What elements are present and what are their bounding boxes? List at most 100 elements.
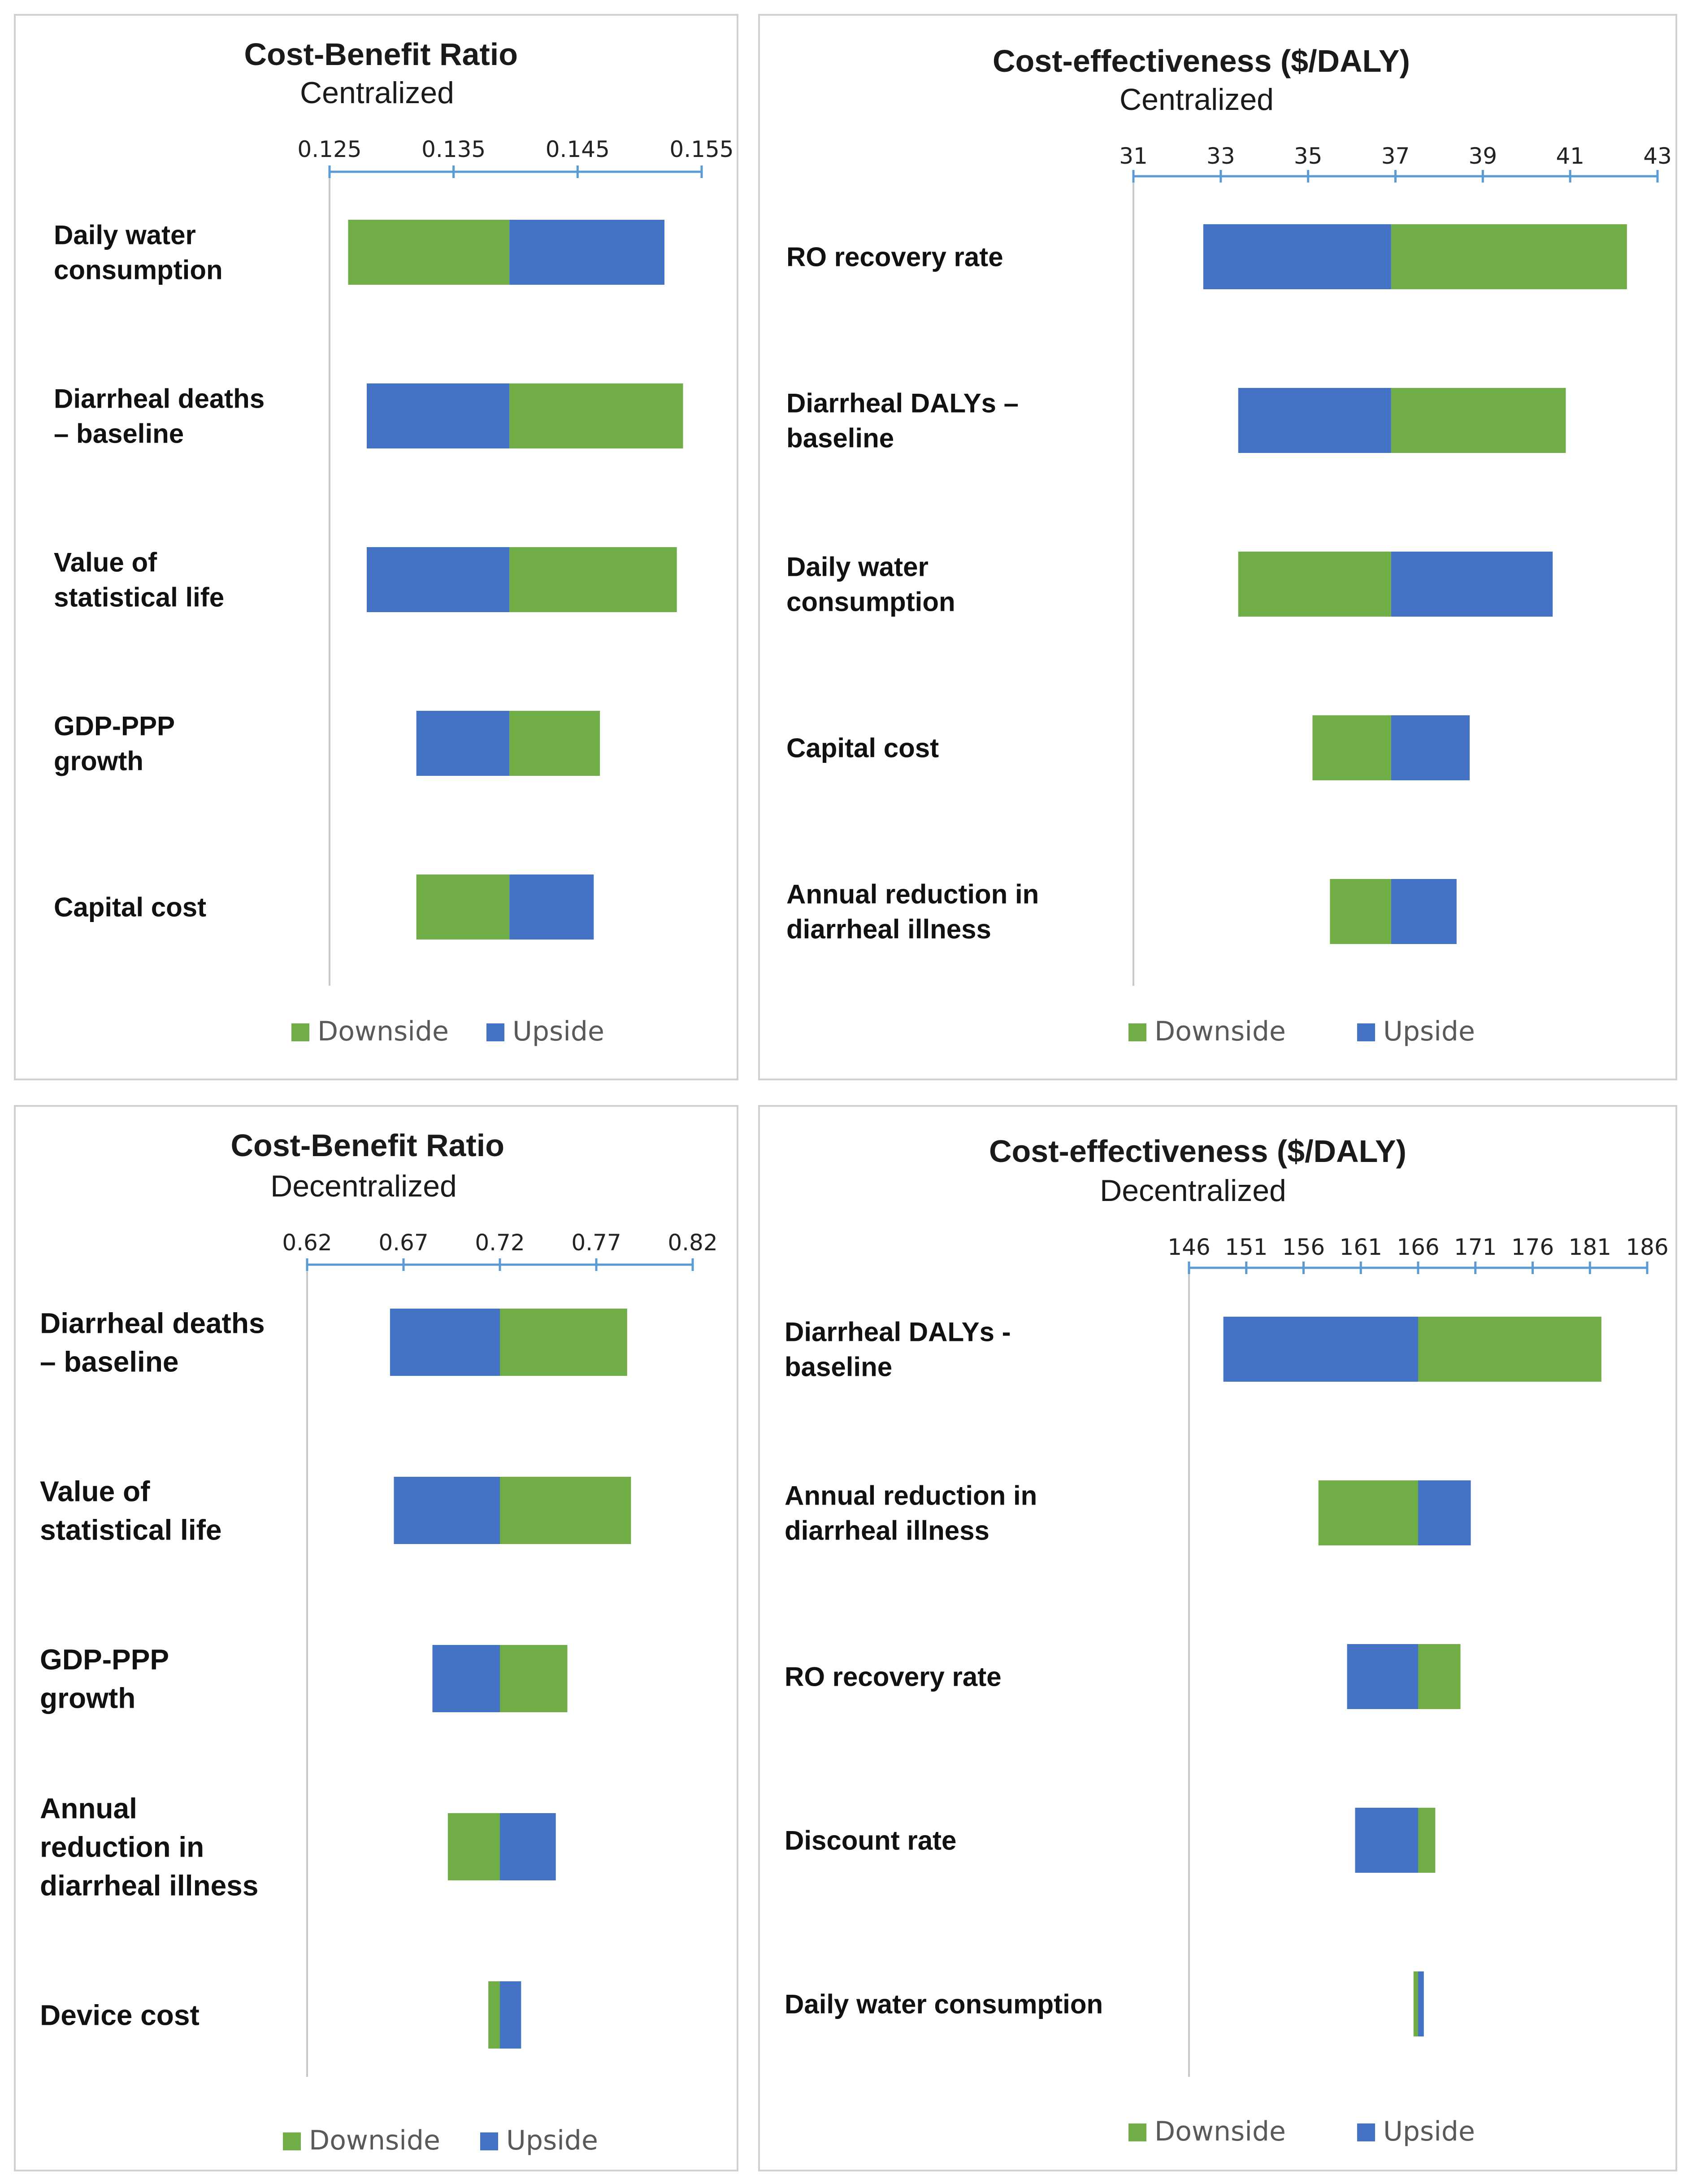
category-label-line: Annual reduction in bbox=[786, 879, 1039, 909]
x-tick-label: 0.72 bbox=[475, 1230, 525, 1256]
category-label-annual-reduction-in-diarrheal-illness: Annual reduction in diarrheal illness bbox=[786, 879, 1039, 944]
legend-label-upside: Upside bbox=[506, 2125, 598, 2156]
category-label-line: GDP-PPP bbox=[54, 711, 175, 741]
category-label-line: consumption bbox=[54, 255, 223, 285]
category-label-line: GDP-PPP bbox=[40, 1643, 169, 1675]
bar-downside-value-of-statistical-life bbox=[500, 1477, 631, 1544]
category-label-line: RO recovery rate bbox=[785, 1662, 1002, 1692]
category-label-line: Diarrheal deaths bbox=[54, 384, 265, 414]
legend-swatch-downside bbox=[291, 1023, 309, 1041]
category-label-ro-recovery-rate: RO recovery rate bbox=[786, 242, 1003, 272]
chart-subtitle: Decentralized bbox=[1100, 1174, 1286, 1208]
category-label-line: Diarrheal DALYs - bbox=[785, 1317, 1011, 1347]
x-tick-label: 37 bbox=[1381, 143, 1410, 169]
bar-upside-annual-reduction-in-diarrheal-illness bbox=[500, 1813, 556, 1880]
bar-downside-gdp-ppp-growth bbox=[500, 1645, 568, 1712]
x-tick-label: 186 bbox=[1626, 1234, 1668, 1260]
category-label-line: Daily water bbox=[54, 220, 196, 250]
category-label-line: Daily water consumption bbox=[785, 1989, 1103, 2019]
chart-panel-cbr-decentralized: Cost-Benefit Ratio Decentralized 0.62 0.67 0… bbox=[14, 1105, 738, 2171]
bar-downside-diarrheal-deaths-baseline bbox=[500, 1309, 627, 1376]
chart-title: Cost-Benefit Ratio bbox=[244, 37, 518, 72]
bar-upside-annual-reduction-in-diarrheal-illness bbox=[1391, 879, 1457, 944]
category-label-line: Value of bbox=[40, 1475, 150, 1507]
x-tick-label: 166 bbox=[1397, 1234, 1439, 1260]
chart-title: Cost-Benefit Ratio bbox=[230, 1128, 504, 1163]
legend-label-upside: Upside bbox=[512, 1016, 604, 1047]
category-label-line: consumption bbox=[786, 587, 955, 617]
bar-upside-capital-cost bbox=[509, 874, 594, 940]
legend-swatch-downside bbox=[1128, 1023, 1146, 1041]
chart-2-svg: Cost-Benefit Ratio Decentralized 0.62 0.67 0… bbox=[40, 1128, 718, 2156]
category-label-line: growth bbox=[40, 1682, 135, 1714]
legend-label-downside: Downside bbox=[317, 1016, 449, 1047]
category-label-line: diarrheal illness bbox=[40, 1869, 258, 1901]
bar-downside-daily-water-consumption bbox=[348, 220, 510, 285]
legend-swatch-downside bbox=[283, 2132, 301, 2150]
x-tick-label: 0.82 bbox=[668, 1230, 717, 1256]
category-label-line: Diarrheal DALYs – bbox=[786, 388, 1019, 418]
bar-upside-value-of-statistical-life bbox=[367, 547, 510, 612]
category-label-capital-cost: Capital cost bbox=[786, 733, 939, 763]
category-label-line: Annual bbox=[40, 1792, 137, 1824]
bar-downside-diarrheal-dalys-baseline bbox=[1391, 388, 1566, 453]
bar-upside-gdp-ppp-growth bbox=[432, 1645, 500, 1712]
chart-title: Cost-effectiveness ($/DALY) bbox=[989, 1134, 1406, 1169]
category-label-device-cost: Device cost bbox=[40, 1999, 200, 2031]
bar-downside-value-of-statistical-life bbox=[509, 547, 677, 612]
x-tick-label: 0.62 bbox=[282, 1230, 332, 1256]
category-label-line: – baseline bbox=[54, 419, 184, 449]
bar-downside-ro-recovery-rate bbox=[1418, 1644, 1461, 1709]
bar-upside-device-cost bbox=[500, 1981, 521, 2049]
x-tick-label: 0.67 bbox=[378, 1230, 428, 1256]
x-tick-label: 151 bbox=[1225, 1234, 1267, 1260]
chart-subtitle: Centralized bbox=[1120, 83, 1274, 117]
category-label-diarrheal-dalys-baseline: Diarrheal DALYs - baseline bbox=[785, 1317, 1011, 1382]
category-label-line: Discount rate bbox=[785, 1826, 956, 1856]
bar-upside-diarrheal-dalys-baseline bbox=[1223, 1317, 1418, 1382]
category-label-ro-recovery-rate: RO recovery rate bbox=[785, 1662, 1002, 1692]
category-label-line: Diarrheal deaths bbox=[40, 1307, 265, 1339]
x-tick-label: 35 bbox=[1294, 143, 1323, 169]
x-tick-label: 0.125 bbox=[297, 136, 361, 162]
category-label-line: Daily water bbox=[786, 552, 929, 582]
category-label-daily-water-consumption: Daily water consumption bbox=[54, 220, 223, 285]
x-tick-label: 176 bbox=[1511, 1234, 1554, 1260]
legend-swatch-upside bbox=[1357, 2123, 1375, 2141]
chart-panel-cbr-centralized: Cost-Benefit Ratio Centralized 0.125 0.135 0… bbox=[14, 14, 738, 1080]
x-tick-label: 146 bbox=[1167, 1234, 1210, 1260]
legend-label-downside: Downside bbox=[309, 2125, 440, 2156]
bar-upside-daily-water-consumption bbox=[1418, 1971, 1424, 2036]
category-label-gdp-ppp-growth: GDP-PPP growth bbox=[40, 1643, 169, 1714]
bar-downside-diarrheal-dalys-baseline bbox=[1418, 1317, 1601, 1382]
bar-upside-diarrheal-dalys-baseline bbox=[1238, 388, 1391, 453]
chart-subtitle: Decentralized bbox=[270, 1169, 457, 1203]
bar-upside-ro-recovery-rate bbox=[1203, 224, 1391, 289]
x-tick-label: 0.155 bbox=[669, 136, 733, 162]
bar-downside-capital-cost bbox=[1312, 715, 1391, 780]
x-tick-label: 0.77 bbox=[571, 1230, 621, 1256]
legend-swatch-upside bbox=[1357, 1023, 1375, 1041]
bar-downside-diarrheal-deaths-baseline bbox=[509, 383, 683, 448]
category-label-daily-water-consumption: Daily water consumption bbox=[785, 1989, 1103, 2019]
bar-upside-daily-water-consumption bbox=[1391, 552, 1553, 617]
category-label-line: baseline bbox=[786, 423, 894, 453]
category-label-line: Annual reduction in bbox=[785, 1481, 1037, 1511]
category-label-capital-cost: Capital cost bbox=[54, 892, 206, 922]
category-label-line: statistical life bbox=[40, 1514, 222, 1546]
x-tick-label: 171 bbox=[1454, 1234, 1497, 1260]
bar-upside-discount-rate bbox=[1355, 1808, 1418, 1873]
legend-label-upside: Upside bbox=[1383, 2116, 1475, 2147]
category-label-line: diarrheal illness bbox=[786, 914, 991, 944]
bar-downside-annual-reduction-in-diarrheal-illness bbox=[1318, 1480, 1418, 1545]
category-label-annual-reduction-in-diarrheal-illness: Annual reduction in diarrheal illness bbox=[40, 1792, 258, 1901]
category-label-line: growth bbox=[54, 746, 143, 776]
bar-downside-daily-water-consumption bbox=[1413, 1971, 1418, 2036]
x-tick-label: 39 bbox=[1469, 143, 1497, 169]
category-label-line: Capital cost bbox=[54, 892, 206, 922]
bar-downside-ro-recovery-rate bbox=[1391, 224, 1627, 289]
category-label-diarrheal-dalys-baseline: Diarrheal DALYs – baseline bbox=[786, 388, 1019, 453]
bar-downside-annual-reduction-in-diarrheal-illness bbox=[1330, 879, 1391, 944]
chart-subtitle: Centralized bbox=[300, 76, 454, 110]
chart-1-svg: Cost-effectiveness ($/DALY) Centralized 31… bbox=[786, 44, 1672, 1047]
